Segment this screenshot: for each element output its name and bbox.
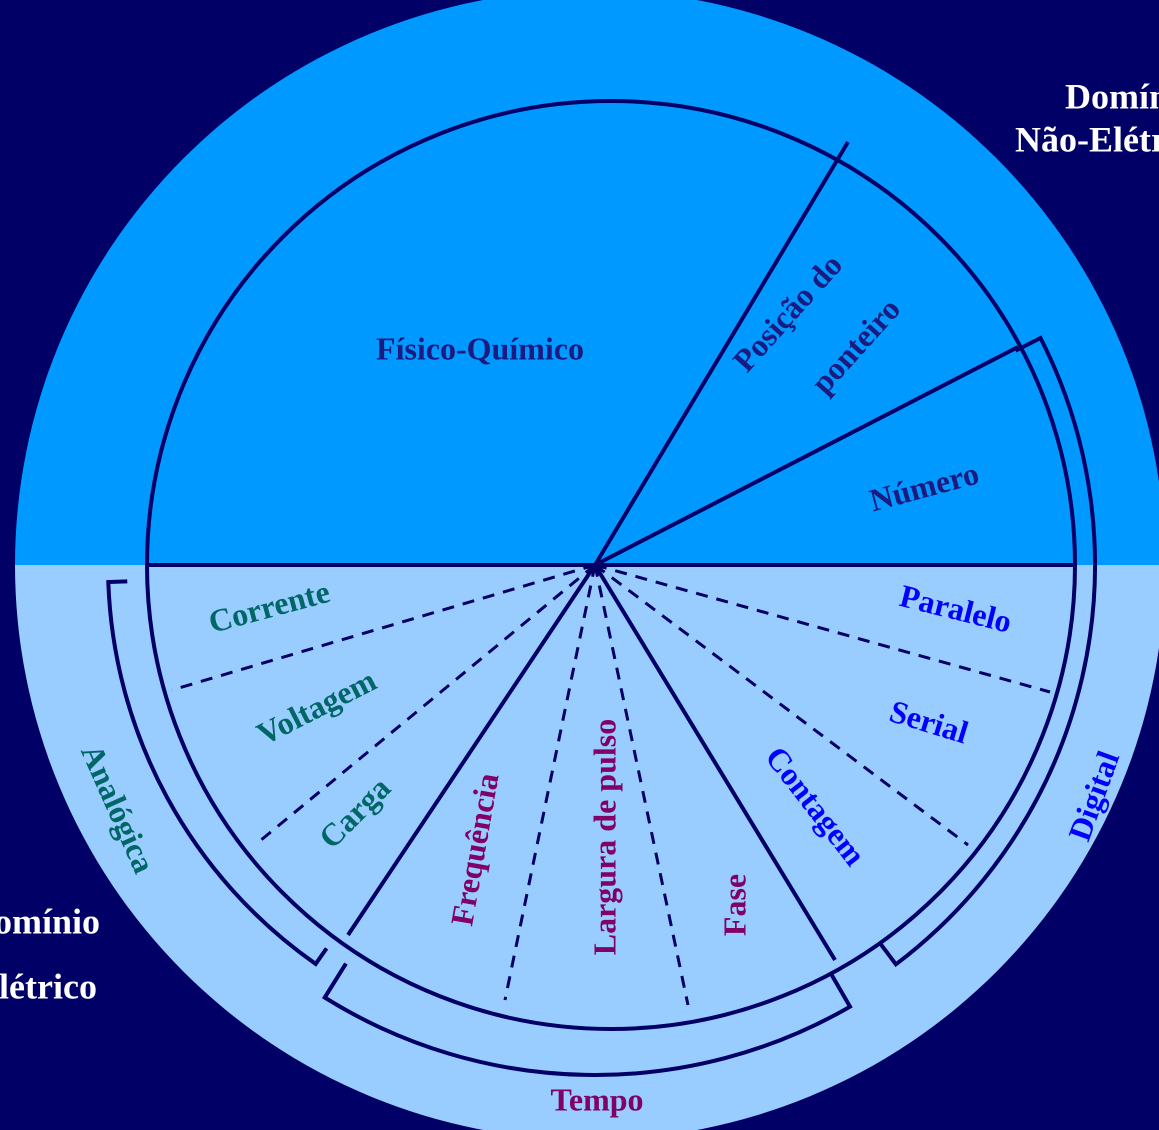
divider <box>594 345 1019 567</box>
sub-divider <box>503 564 597 1001</box>
region-label: Domínio <box>1065 76 1159 116</box>
divider <box>593 140 850 567</box>
sector-label: Físico-Químico <box>376 330 584 366</box>
sub-divider <box>594 563 1051 694</box>
group-label: Tempo <box>550 1081 643 1117</box>
brackets <box>106 335 1097 1077</box>
bracket <box>106 579 329 967</box>
sub-divider <box>171 563 596 692</box>
sub-divider <box>594 563 969 847</box>
region-label: Domínio <box>0 901 100 941</box>
bracket <box>877 335 1097 968</box>
sub-divider <box>593 564 690 1006</box>
sector-label: Largura de pulso <box>586 719 622 955</box>
electric-domain <box>15 565 1159 1130</box>
sub-divider <box>254 563 596 847</box>
divider <box>346 563 597 937</box>
region-label: Não-Elétrico <box>1015 119 1159 159</box>
divider <box>593 563 837 962</box>
bracket <box>321 962 853 1077</box>
sector-label: Fase <box>716 874 752 936</box>
region-label: Elétrico <box>0 966 97 1006</box>
sector-lines <box>147 140 1075 1006</box>
